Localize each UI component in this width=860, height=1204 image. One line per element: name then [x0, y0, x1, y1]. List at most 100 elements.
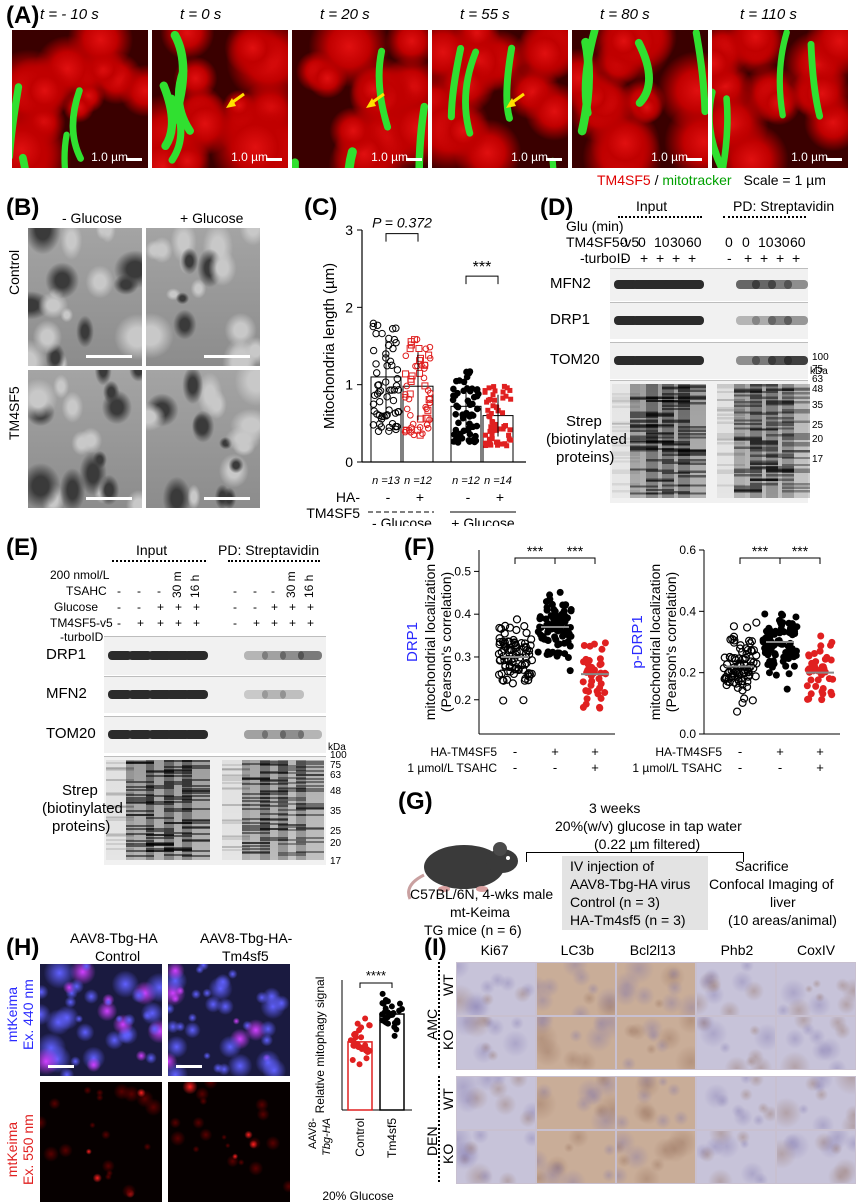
f-point [761, 610, 769, 618]
f-point [519, 665, 528, 674]
f-ytick-label: 0.2 [679, 666, 696, 680]
c-point [423, 421, 431, 428]
c-point [455, 419, 462, 427]
chart-f-drp1: 0.2 0.3 0.4 0.5 DRP1 mitochondrial localizati… [405, 543, 615, 775]
c-point [409, 420, 417, 428]
f-protein-label: DRP1 [405, 622, 421, 662]
f-tsahc-sign: - [778, 760, 782, 775]
wb-strep-lane [222, 760, 250, 860]
wb-band [280, 690, 304, 699]
ihc-column-header: Ki67 [480, 942, 509, 958]
h-point [383, 1019, 390, 1026]
f-point [772, 627, 780, 635]
c-n-label: n =12 [452, 475, 480, 487]
f-point [816, 647, 824, 655]
h-point [349, 1056, 356, 1063]
f-ha-sign: + [591, 744, 599, 759]
c-point [402, 391, 409, 398]
c-point [490, 428, 496, 434]
g-iv2: AAV8-Tbg-HA virus [570, 876, 691, 892]
f-point [752, 618, 761, 627]
c-point [383, 393, 391, 401]
wb-strep-lane [242, 760, 270, 860]
e-tsahc-time: 30 m [170, 571, 184, 598]
ihc-image [456, 1016, 536, 1070]
c-point [489, 432, 495, 438]
mitotracker-overlay [292, 47, 428, 168]
ihc-image [616, 962, 696, 1016]
f-point [807, 676, 815, 684]
legend-mitotracker: mitotracker [662, 172, 732, 188]
c-point [422, 414, 430, 422]
f-point [566, 667, 574, 675]
d-tm4-sign: + [776, 250, 785, 266]
f-point [738, 686, 747, 695]
e-tm4-sign: + [271, 616, 279, 630]
c-point [375, 397, 384, 406]
d-tm4-sign: + [672, 250, 681, 266]
g-weeks: 3 weeks [589, 800, 641, 816]
f-point [520, 639, 530, 648]
f-tsahc-sign: - [553, 760, 557, 775]
c-point [407, 375, 415, 383]
f-sig-1: *** [527, 543, 544, 559]
c-point [389, 396, 398, 405]
g-end3: liver [770, 894, 796, 910]
e-glucose-sign: + [193, 600, 201, 614]
f-point [520, 622, 529, 631]
f-point [804, 695, 812, 703]
f-point [505, 661, 514, 671]
ihc-row-label: WT [440, 974, 456, 996]
c-point [407, 341, 415, 349]
h-point [394, 1019, 401, 1026]
e-tm4-sign: + [193, 616, 201, 630]
c-point [402, 352, 410, 360]
c-point [425, 351, 433, 359]
c-point [507, 427, 513, 433]
f-point [785, 670, 793, 678]
c-point [402, 370, 410, 378]
f-tsahc-sign: - [513, 760, 517, 775]
c-point [465, 437, 473, 444]
c-point [374, 427, 383, 435]
f-ha-sign: + [551, 744, 559, 759]
f-tsahc-label: 1 µmol/L TSAHC [632, 761, 722, 775]
scale-bar-label: 1.0 µm [231, 150, 268, 164]
c-point [482, 388, 488, 394]
d-tm4-sign: + [688, 250, 697, 266]
c-point [460, 378, 468, 386]
c-point [451, 392, 459, 399]
h-col1b: Control [95, 948, 141, 964]
d-glu-value: 30 [774, 234, 790, 250]
c-point [500, 410, 506, 416]
f-ha-label: HA-TM4SF5 [655, 745, 722, 759]
f-point [791, 630, 799, 638]
g-filter: (0.22 µm filtered) [594, 836, 701, 852]
c-point [424, 414, 432, 422]
f-point [596, 704, 604, 712]
wb-band [244, 651, 268, 660]
h-col2b: Tm4sf5 [222, 948, 269, 964]
wb-band [632, 356, 656, 365]
d-glu-value: 0 [725, 234, 733, 250]
h-tbg: Tbg-HA [321, 1118, 333, 1156]
f-point [500, 629, 509, 638]
d-glu-label: Glu (min) [566, 218, 624, 234]
c-point [493, 427, 499, 433]
wb-strep-label-1: Strep [62, 782, 98, 799]
d-turbo-label: -turboID [580, 250, 631, 266]
c-point [395, 408, 403, 416]
wb-marker-label: 75 [330, 760, 342, 771]
f-point [747, 637, 757, 646]
f-bracket-2 [554, 557, 596, 564]
h-x-control: Control [353, 1118, 367, 1157]
wb-marker-label: 75 [812, 364, 824, 375]
c-point [378, 329, 386, 338]
wb-band [184, 651, 208, 660]
wb-band [108, 651, 132, 660]
em-scale-bar [86, 497, 132, 500]
b-col-plus-glucose: + Glucose [180, 210, 244, 226]
f-point [499, 696, 508, 705]
wb-input-dotted-line [618, 216, 702, 218]
f-point [590, 669, 598, 677]
